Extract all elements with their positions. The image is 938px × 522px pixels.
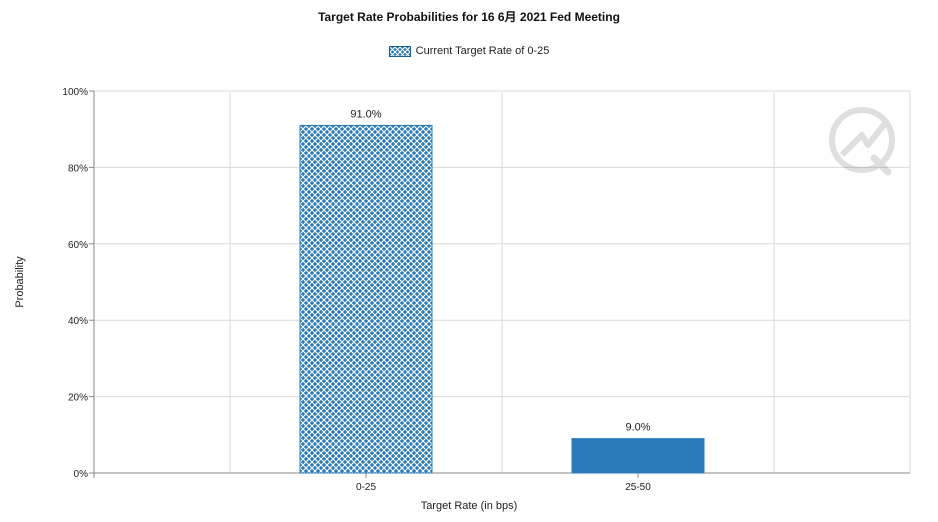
x-axis-label: Target Rate (in bps) — [420, 500, 518, 512]
y-tick-label: 80% — [68, 163, 88, 174]
y-tick-label: 100% — [62, 87, 88, 98]
bar-25-50 — [571, 438, 705, 474]
y-tick-label: 0% — [74, 469, 89, 480]
data-label: 91.0% — [350, 108, 381, 120]
bar-0-25 — [299, 124, 433, 474]
chart-legend: Current Target Rate of 0-25 — [0, 45, 938, 57]
data-label: 9.0% — [625, 422, 650, 434]
x-tick-label: 0-25 — [356, 482, 376, 493]
y-tick-label: 60% — [68, 240, 88, 251]
y-tick-label: 20% — [68, 393, 88, 404]
legend-label: Current Target Rate of 0-25 — [415, 45, 550, 57]
y-tick-label: 40% — [68, 316, 88, 327]
legend-swatch — [388, 45, 411, 57]
chart-title: Target Rate Probabilities for 16 6月 2021… — [318, 10, 620, 24]
x-tick-label: 25-50 — [625, 482, 651, 493]
quikstrike-logo-icon — [829, 107, 895, 176]
